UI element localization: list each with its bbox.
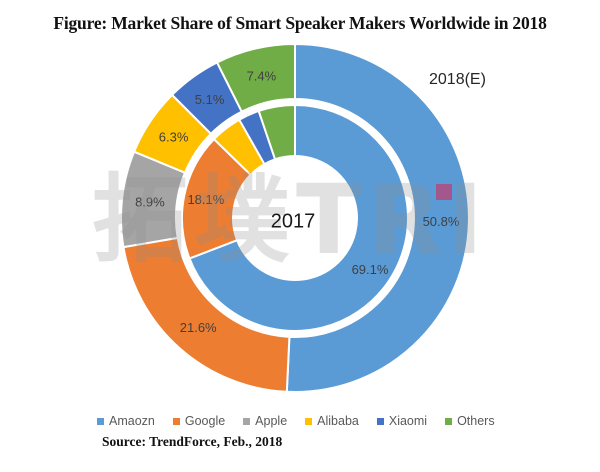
slice-label-2018(E)-others: 7.4% <box>247 68 277 83</box>
legend-item-apple: Apple <box>243 414 287 428</box>
legend-item-google: Google <box>172 414 226 428</box>
legend-label-amaozn: Amaozn <box>109 414 155 428</box>
legend-item-alibaba: Alibaba <box>305 414 359 428</box>
slice-label-2018(E)-google: 21.6% <box>180 320 217 335</box>
legend: Amaozn Google Apple Alibaba Xiaomi Others <box>97 414 495 428</box>
slice-label-2017-google: 18.1% <box>187 192 224 207</box>
slice-label-2018(E)-xiaomi: 5.1% <box>195 92 225 107</box>
slice-2017-others <box>257 104 296 161</box>
slice-label-2018(E)-apple: 8.9% <box>135 194 165 209</box>
legend-item-xiaomi: Xiaomi <box>376 414 428 428</box>
legend-label-alibaba: Alibaba <box>317 414 359 428</box>
slice-2018(E)-amaozn <box>285 43 470 393</box>
slice-label-2018(E)-alibaba: 6.3% <box>159 130 189 145</box>
legend-label-xiaomi: Xiaomi <box>388 414 428 428</box>
source-note: Source: TrendForce, Feb., 2018 <box>102 434 283 449</box>
figure-title: Figure: Market Share of Smart Speaker Ma… <box>53 13 547 33</box>
legend-swatch-alibaba <box>305 417 313 425</box>
legend-swatch-amaozn <box>97 417 104 425</box>
legend-label-apple: Apple <box>255 414 288 428</box>
slice-2018(E)-others <box>216 43 296 113</box>
slice-label-2018(E)-amaozn: 50.8% <box>423 214 460 229</box>
legend-swatch-others <box>445 417 453 425</box>
watermark-square <box>436 184 452 200</box>
legend-label-others: Others <box>457 414 495 428</box>
inner-ring-year-label: 2017 <box>270 210 316 233</box>
outer-ring-year-label: 2018(E) <box>429 71 486 88</box>
legend-label-google: Google <box>184 414 226 428</box>
legend-swatch-xiaomi <box>376 417 384 425</box>
slice-label-2017-amaozn: 69.1% <box>352 262 389 277</box>
slice-2017-amaozn <box>188 104 409 332</box>
legend-item-amaozn: Amaozn <box>97 414 155 428</box>
legend-item-others: Others <box>445 414 495 428</box>
legend-swatch-google <box>172 417 180 425</box>
legend-swatch-apple <box>243 417 251 425</box>
